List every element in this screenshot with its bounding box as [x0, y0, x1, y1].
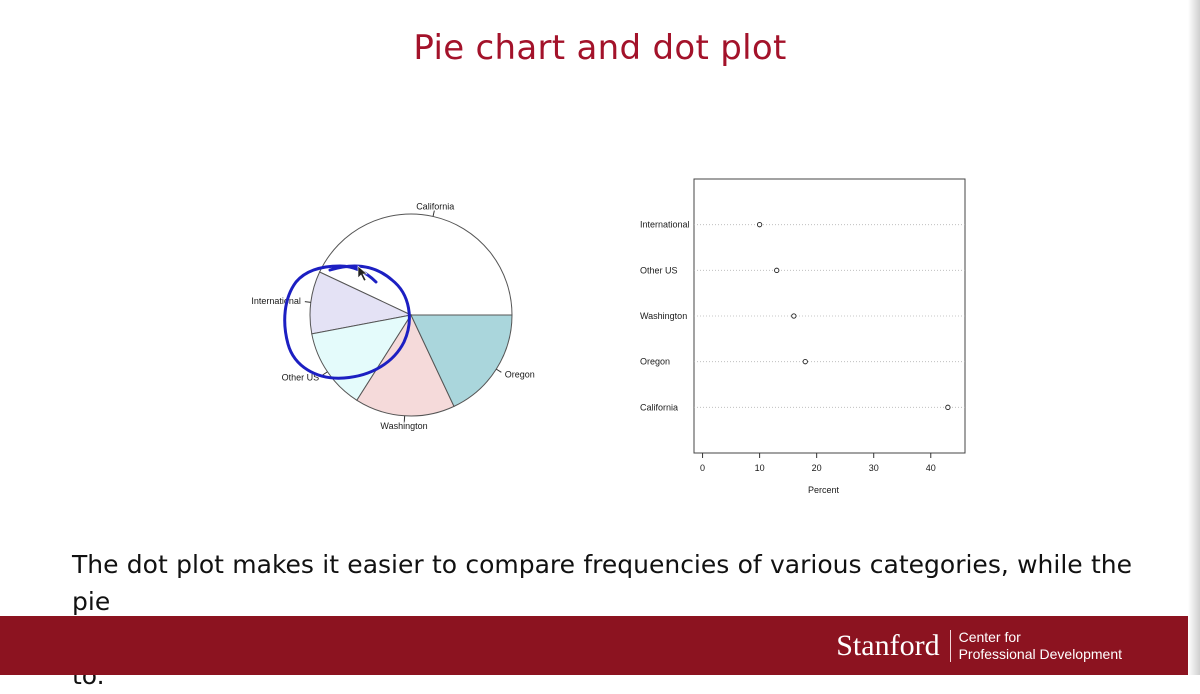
stanford-wordmark: Stanford — [836, 629, 949, 663]
x-tick-label: 0 — [700, 463, 705, 473]
pie-label: International — [251, 296, 301, 306]
dot-point — [792, 314, 796, 318]
dot-category-label: California — [640, 402, 678, 412]
stanford-cpd-logo: Stanford Center for Professional Develop… — [836, 626, 1122, 666]
charts-area: California International Other US Washingto… — [0, 0, 1200, 540]
cpd-label: Center for Professional Development — [951, 629, 1122, 663]
dot-category-label: Other US — [640, 265, 678, 275]
pie-label: Oregon — [505, 369, 535, 379]
dot-point — [803, 359, 807, 363]
pie-label: Washington — [380, 421, 427, 431]
dot-category-label: Oregon — [640, 357, 670, 367]
x-tick-label: 40 — [926, 463, 936, 473]
window-edge-shadow — [1188, 0, 1200, 675]
dot-plot: California Oregon Washington Other US Intern… — [640, 179, 965, 495]
x-tick-label: 20 — [812, 463, 822, 473]
cpd-line-1: Center for — [959, 629, 1122, 646]
pie-label-tick — [496, 369, 501, 372]
pie-label-tick — [323, 372, 328, 375]
footer-bar: Stanford Center for Professional Develop… — [0, 616, 1200, 675]
dot-point — [946, 405, 950, 409]
x-tick-label: 30 — [869, 463, 879, 473]
x-axis-label: Percent — [808, 485, 840, 495]
dot-point — [775, 268, 779, 272]
dot-point — [757, 222, 761, 226]
cpd-line-2: Professional Development — [959, 646, 1122, 663]
caption-line-1: The dot plot makes it easier to compare … — [72, 546, 1132, 620]
pie-label-tick — [305, 302, 311, 303]
pie-label: California — [416, 202, 454, 212]
x-tick-label: 10 — [755, 463, 765, 473]
dot-category-label: International — [640, 220, 690, 230]
dot-category-label: Washington — [640, 311, 687, 321]
